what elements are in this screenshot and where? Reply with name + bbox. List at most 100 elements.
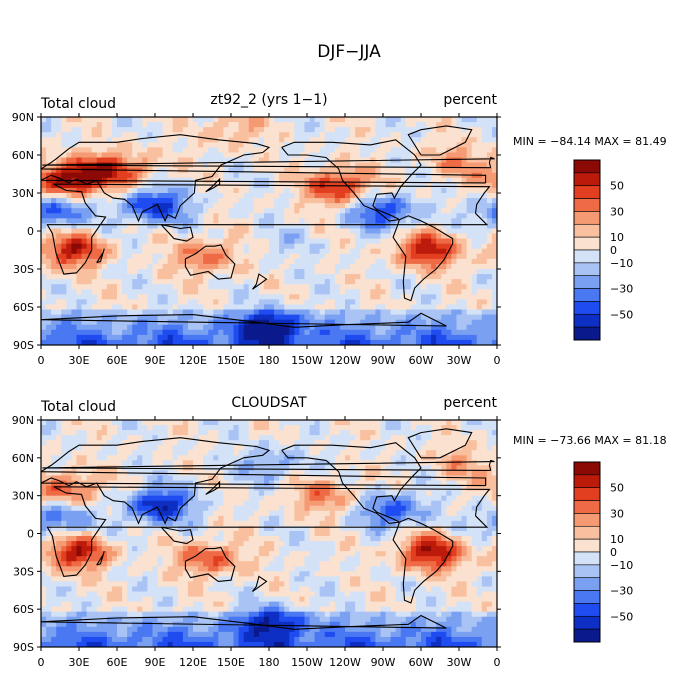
heatmap-cell [223, 253, 230, 260]
heatmap-cell [152, 122, 159, 128]
heatmap-cell [491, 187, 497, 194]
heatmap-cell [122, 132, 128, 138]
heatmap-cell [81, 294, 88, 300]
heatmap-cell [289, 274, 295, 280]
heatmap-cell [456, 314, 463, 321]
heatmap-cell [198, 228, 204, 235]
heatmap-cell [106, 152, 113, 159]
heatmap-cell [228, 117, 235, 123]
heatmap-cell [56, 269, 62, 275]
heatmap-cell [258, 284, 265, 290]
heatmap-cell [370, 228, 376, 235]
heatmap-cell [345, 137, 351, 143]
heatmap-cell [471, 445, 478, 451]
heatmap-cell [122, 334, 128, 341]
heatmap-cell [238, 314, 245, 321]
heatmap-cell [223, 329, 230, 336]
heatmap-cell [51, 274, 57, 280]
heatmap-cell [375, 208, 382, 214]
heatmap-cell [426, 339, 432, 345]
heatmap-cell [339, 228, 346, 235]
heatmap-cell [274, 218, 280, 224]
heatmap-cell [319, 248, 326, 255]
heatmap-cell [243, 253, 250, 260]
heatmap-cell [461, 187, 468, 194]
heatmap-cell [279, 294, 285, 300]
heatmap-cell [345, 289, 351, 295]
heatmap-cell [137, 450, 143, 456]
heatmap-cell [86, 455, 93, 461]
heatmap-cell [385, 274, 392, 280]
heatmap-cell [253, 425, 260, 431]
heatmap-cell [263, 238, 270, 245]
heatmap-cell [142, 117, 148, 123]
heatmap-cell [390, 147, 397, 154]
heatmap-cell [223, 233, 230, 240]
heatmap-cell [167, 284, 174, 290]
heatmap-cell [243, 157, 250, 164]
heatmap-cell [208, 440, 214, 446]
heatmap-cell [334, 309, 341, 316]
heatmap-cell [56, 223, 62, 230]
heatmap-cell [51, 132, 57, 138]
heatmap-cell [415, 132, 422, 138]
heatmap-cell [101, 455, 108, 461]
heatmap-cell [456, 162, 463, 169]
heatmap-cell [142, 324, 148, 331]
heatmap-cell [309, 142, 316, 148]
heatmap-field [41, 117, 497, 345]
heatmap-cell [405, 314, 412, 321]
heatmap-cell [466, 147, 473, 154]
heatmap-cell [66, 334, 72, 341]
heatmap-cell [481, 334, 488, 341]
heatmap-cell [248, 258, 255, 265]
heatmap-cell [117, 455, 123, 461]
heatmap-cell [147, 122, 154, 128]
heatmap-cell [491, 435, 497, 441]
heatmap-cell [198, 137, 204, 143]
heatmap-cell [395, 334, 402, 341]
heatmap-cell [345, 228, 351, 235]
heatmap-cell [319, 435, 326, 441]
heatmap-cell [177, 193, 184, 199]
heatmap-cell [41, 172, 47, 179]
heatmap-cell [162, 182, 169, 189]
heatmap-cell [426, 157, 432, 164]
heatmap-cell [147, 238, 154, 245]
heatmap-cell [177, 127, 184, 133]
heatmap-cell [456, 172, 463, 179]
heatmap-cell [243, 228, 250, 235]
heatmap-cell [81, 324, 88, 331]
heatmap-cell [182, 233, 189, 240]
heatmap-cell [309, 238, 316, 245]
heatmap-cell [405, 294, 412, 300]
heatmap-cell [289, 172, 295, 179]
heatmap-cell [127, 117, 133, 123]
heatmap-cell [233, 253, 240, 260]
heatmap-cell [193, 425, 199, 431]
heatmap-cell [198, 117, 204, 123]
heatmap-cell [258, 248, 265, 255]
heatmap-cell [76, 324, 83, 331]
heatmap-cell [172, 304, 179, 311]
heatmap-cell [319, 193, 326, 199]
heatmap-cell [111, 334, 118, 341]
heatmap-cell [456, 208, 463, 214]
heatmap-cell [284, 430, 290, 436]
heatmap-cell [421, 289, 427, 295]
heatmap-cell [56, 208, 62, 214]
heatmap-cell [431, 193, 437, 199]
heatmap-cell [329, 132, 336, 138]
heatmap-cell [269, 440, 275, 446]
heatmap-cell [466, 430, 473, 436]
heatmap-cell [46, 253, 52, 260]
y-tick-label: 30S [13, 263, 34, 276]
heatmap-cell [117, 157, 123, 164]
heatmap-cell [299, 243, 306, 250]
heatmap-cell [421, 339, 427, 345]
heatmap-cell [106, 450, 113, 456]
heatmap-cell [436, 334, 442, 341]
heatmap-cell [370, 425, 376, 431]
heatmap-cell [218, 238, 224, 245]
heatmap-cell [122, 309, 128, 316]
